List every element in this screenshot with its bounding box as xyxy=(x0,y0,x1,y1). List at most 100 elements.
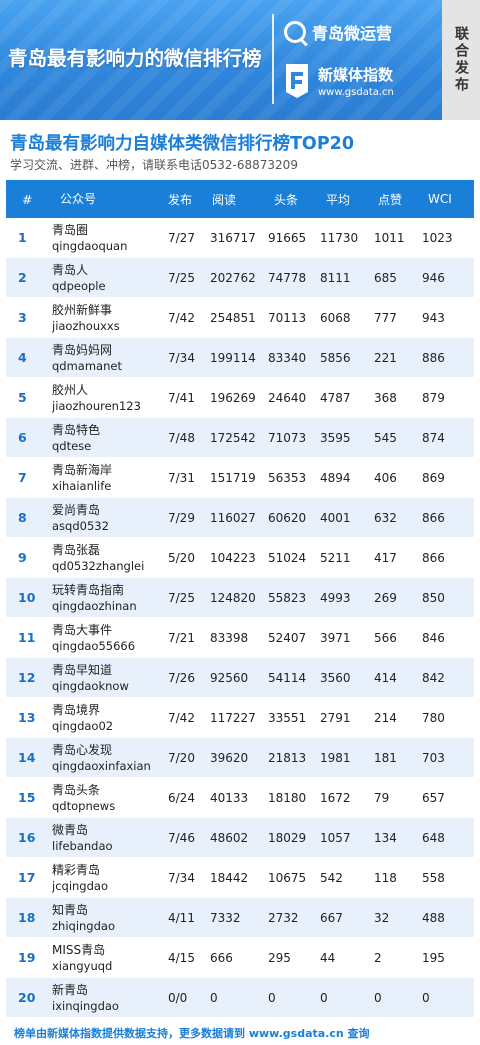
account-id: qdmamanet xyxy=(52,358,122,373)
table-row: 10 玩转青岛指南 qingdaozhinan 7/25 124820 55823 4993… xyxy=(6,578,474,618)
row-rank: 5 xyxy=(18,390,27,405)
table-row: 6 青岛特色 qdtese 7/48 172542 71073 3595 545 874 xyxy=(6,418,474,458)
row-wci: 879 xyxy=(422,390,445,405)
row-account: MISS青岛 xiangyuqd xyxy=(44,942,162,974)
row-like: 777 xyxy=(374,310,397,325)
row-rank: 2 xyxy=(18,270,27,285)
row-publish: 6/24 xyxy=(168,790,195,805)
row-account: 新青岛 ixinqingdao xyxy=(44,982,162,1014)
account-id: qd0532zhanglei xyxy=(52,558,145,573)
row-like: 214 xyxy=(374,710,397,725)
row-headline: 33551 xyxy=(268,710,307,725)
row-account: 青岛人 qdpeople xyxy=(44,262,162,294)
row-headline: 51024 xyxy=(268,550,307,565)
table-row: 13 青岛境界 qingdao02 7/42 117227 33551 2791 214 780 xyxy=(6,698,474,738)
row-account: 青岛大事件 qingdao55666 xyxy=(44,622,162,654)
row-headline: 21813 xyxy=(268,750,307,765)
row-read: 199114 xyxy=(210,350,256,365)
table-row: 1 青岛圈 qingdaoquan 7/27 316717 91665 11730 1011 1… xyxy=(6,218,474,258)
row-average: 4894 xyxy=(320,470,351,485)
ranking-table: # 公众号 发布 阅读 头条 平均 点赞 WCI 1 青岛圈 qingdaoquan… xyxy=(6,180,474,1018)
row-wci: 0 xyxy=(422,990,430,1005)
row-account: 青岛特色 qdtese xyxy=(44,422,162,454)
row-rank: 7 xyxy=(18,470,27,485)
table-row: 19 MISS青岛 xiangyuqd 4/15 666 295 44 2 195 xyxy=(6,938,474,978)
row-like: 417 xyxy=(374,550,397,565)
row-account: 精彩青岛 jcqingdao xyxy=(44,862,162,894)
account-name: 青岛新海岸 xyxy=(52,462,113,477)
row-read: 202762 xyxy=(210,270,256,285)
account-id: qdtese xyxy=(52,438,92,453)
row-account: 微青岛 lifebandao xyxy=(44,822,162,854)
row-account: 爱尚青岛 asqd0532 xyxy=(44,502,162,534)
row-like: 414 xyxy=(374,670,397,685)
row-rank: 13 xyxy=(18,710,36,725)
gsdata-logo-icon xyxy=(282,62,312,100)
row-headline: 54114 xyxy=(268,670,307,685)
row-headline: 71073 xyxy=(268,430,307,445)
row-account: 青岛新海岸 xihaianlife xyxy=(44,462,162,494)
account-name: 青岛早知道 xyxy=(52,662,113,677)
row-publish: 4/11 xyxy=(168,910,195,925)
row-average: 1672 xyxy=(320,790,351,805)
row-rank: 18 xyxy=(18,910,36,925)
row-read: 117227 xyxy=(210,710,256,725)
row-rank: 20 xyxy=(18,990,36,1005)
row-like: 632 xyxy=(374,510,397,525)
row-account: 知青岛 zhiqingdao xyxy=(44,902,162,934)
table-row: 7 青岛新海岸 xihaianlife 7/31 151719 56353 4894 406 8… xyxy=(6,458,474,498)
row-like: 118 xyxy=(374,870,397,885)
account-id: ixinqingdao xyxy=(52,998,119,1013)
header-publish: 发布 xyxy=(168,192,193,207)
row-read: 18442 xyxy=(210,870,249,885)
row-headline: 52407 xyxy=(268,630,307,645)
account-id: qingdaozhinan xyxy=(52,598,137,613)
row-account: 青岛妈妈网 qdmamanet xyxy=(44,342,162,374)
row-headline: 18180 xyxy=(268,790,307,805)
row-publish: 0/0 xyxy=(168,990,188,1005)
header-average: 平均 xyxy=(326,192,351,207)
row-like: 32 xyxy=(374,910,390,925)
row-publish: 7/46 xyxy=(168,830,195,845)
row-read: 83398 xyxy=(210,630,249,645)
account-name: 青岛特色 xyxy=(52,422,101,437)
row-headline: 18029 xyxy=(268,830,307,845)
account-id: qingdao02 xyxy=(52,718,114,733)
table-row: 18 知青岛 zhiqingdao 4/11 7332 2732 667 32 488 xyxy=(6,898,474,938)
row-average: 667 xyxy=(320,910,343,925)
row-publish: 4/15 xyxy=(168,950,195,965)
table-row: 12 青岛早知道 qingdaoknow 7/26 92560 54114 3560 414 8… xyxy=(6,658,474,698)
brand2-name: 新媒体指数 xyxy=(318,66,394,84)
row-average: 4993 xyxy=(320,590,351,605)
header-like: 点赞 xyxy=(378,192,403,207)
row-rank: 1 xyxy=(18,230,27,245)
banner-divider xyxy=(272,14,274,104)
row-wci: 488 xyxy=(422,910,445,925)
account-id: qingdaoquan xyxy=(52,238,128,253)
row-like: 221 xyxy=(374,350,397,365)
row-headline: 295 xyxy=(268,950,291,965)
table-header: # 公众号 发布 阅读 头条 平均 点赞 WCI xyxy=(6,180,474,218)
row-average: 6068 xyxy=(320,310,351,325)
table-row: 14 青岛心发现 qingdaoxinfaxian 7/20 39620 21813 198… xyxy=(6,738,474,778)
account-id: qingdao55666 xyxy=(52,638,136,653)
brand1-name: 青岛微运营 xyxy=(312,24,393,43)
row-publish: 5/20 xyxy=(168,550,195,565)
row-account: 青岛头条 qdtopnews xyxy=(44,782,162,814)
row-read: 666 xyxy=(210,950,233,965)
header-banner: 青岛最有影响力的微信排行榜 青岛微运营 新媒体指数 www.gsdata.cn … xyxy=(0,0,480,120)
banner-pattern xyxy=(0,0,480,120)
row-read: 39620 xyxy=(210,750,249,765)
account-name: 青岛境界 xyxy=(52,702,101,717)
row-like: 368 xyxy=(374,390,397,405)
row-headline: 70113 xyxy=(268,310,307,325)
row-wci: 703 xyxy=(422,750,445,765)
row-wci: 558 xyxy=(422,870,445,885)
row-average: 4001 xyxy=(320,510,351,525)
header-wci: WCI xyxy=(428,192,452,206)
row-average: 5211 xyxy=(320,550,351,565)
row-wci: 874 xyxy=(422,430,445,445)
row-account: 玩转青岛指南 qingdaozhinan xyxy=(44,582,162,614)
row-read: 172542 xyxy=(210,430,256,445)
row-headline: 2732 xyxy=(268,910,299,925)
